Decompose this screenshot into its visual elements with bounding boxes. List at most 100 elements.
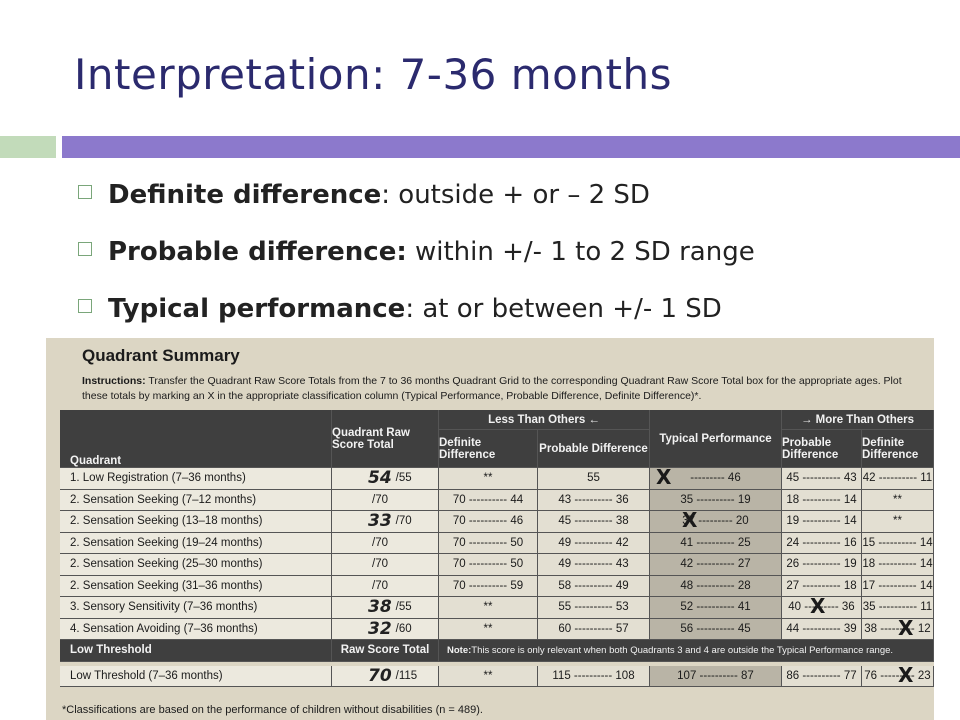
quadrant-row-range-5: 35 ---------- 11 xyxy=(862,597,934,619)
quadrant-row-raw-score: /70 xyxy=(332,532,439,554)
quadrant-row-range-4: 40 --------- 36 xyxy=(782,597,862,619)
quadrant-row-range-5: 17 ---------- 14 xyxy=(862,575,934,597)
quadrant-row-range-4: 19 ---------- 14 xyxy=(782,511,862,533)
bullet-item: Definite difference: outside + or – 2 SD xyxy=(78,180,650,210)
low-threshold-row-range-3: 107 ---------- 87 xyxy=(650,665,782,687)
low-threshold-row-raw-score: 70/115 xyxy=(332,665,439,687)
quadrant-row-range-1: ** xyxy=(439,618,538,640)
bullet-term: Typical performance xyxy=(108,294,406,324)
accent-bar-purple xyxy=(62,136,960,158)
score-maximum: /60 xyxy=(395,622,412,635)
quadrant-row-range-3: 41 ---------- 25 xyxy=(650,532,782,554)
quadrant-row-range-1: ** xyxy=(439,597,538,619)
handwritten-score: 33 xyxy=(368,511,392,532)
handwritten-x-mark: X xyxy=(898,615,914,640)
quadrant-row-range-2: 58 ---------- 49 xyxy=(538,575,650,597)
bullet-item: Typical performance: at or between +/- 1… xyxy=(78,294,722,324)
header-less-than-others: Less Than Others ← xyxy=(439,410,650,430)
header-probable-right: Probable Difference xyxy=(782,430,862,468)
quadrant-row-label: 2. Sensation Seeking (31–36 months) xyxy=(60,575,332,597)
quadrant-row-raw-score: /70 xyxy=(332,575,439,597)
instructions-text: Instructions: Transfer the Quadrant Raw … xyxy=(82,374,912,404)
note-label: Note: xyxy=(447,644,472,656)
quadrant-row-range-1: ** xyxy=(439,468,538,490)
quadrant-row-range-3: 35 ---------- 19 xyxy=(650,489,782,511)
quadrant-row-range-4: 44 ---------- 39 xyxy=(782,618,862,640)
quadrant-row-range-3: 37 --------- 20 xyxy=(650,511,782,533)
quadrant-row-range-1: 70 ---------- 46 xyxy=(439,511,538,533)
handwritten-x-mark: X xyxy=(898,662,914,687)
quadrant-row-range-3: --------- 46 xyxy=(650,468,782,490)
handwritten-score: 70 xyxy=(368,665,392,686)
quadrant-row-range-3: 48 ---------- 28 xyxy=(650,575,782,597)
low-threshold-row-range-1: ** xyxy=(439,665,538,687)
quadrant-row-raw-score: /70 xyxy=(332,554,439,576)
low-threshold-header: Low Threshold xyxy=(60,640,332,662)
quadrant-row-range-5: ** xyxy=(862,489,934,511)
quadrant-row-range-1: 70 ---------- 59 xyxy=(439,575,538,597)
handwritten-x-mark: X xyxy=(656,465,672,489)
quadrant-row-range-5: 42 ---------- 11 xyxy=(862,468,934,490)
slide-title: Interpretation: 7-36 months xyxy=(74,50,672,99)
table-footnote: *Classifications are based on the perfor… xyxy=(62,704,483,716)
quadrant-row-range-5: 18 ---------- 14 xyxy=(862,554,934,576)
header-typical: Typical Performance xyxy=(650,410,782,468)
bullet-square-icon xyxy=(78,185,92,199)
header-definite-right: Definite Difference xyxy=(862,430,934,468)
header-more-than-others: → More Than Others xyxy=(782,410,934,430)
quadrant-row-range-2: 55 ---------- 53 xyxy=(538,597,650,619)
header-probable-left: Probable Difference xyxy=(538,430,650,468)
quadrant-row-range-3: 42 ---------- 27 xyxy=(650,554,782,576)
score-maximum: /70 xyxy=(372,558,388,571)
quadrant-row-label: 2. Sensation Seeking (25–30 months) xyxy=(60,554,332,576)
quadrant-row-range-2: 49 ---------- 43 xyxy=(538,554,650,576)
handwritten-x-mark: X xyxy=(810,594,826,618)
quadrant-row-range-4: 24 ---------- 16 xyxy=(782,532,862,554)
quadrant-row-range-2: 45 ---------- 38 xyxy=(538,511,650,533)
bullet-item: Probable difference: within +/- 1 to 2 S… xyxy=(78,237,755,267)
quadrant-row-label: 2. Sensation Seeking (7–12 months) xyxy=(60,489,332,511)
quadrant-row-raw-score: /70 xyxy=(332,489,439,511)
quadrant-row-range-2: 60 ---------- 57 xyxy=(538,618,650,640)
bullet-square-icon xyxy=(78,299,92,313)
quadrant-row-label: 2. Sensation Seeking (19–24 months) xyxy=(60,532,332,554)
score-maximum: /70 xyxy=(372,493,388,506)
quadrant-row-range-1: 70 ---------- 44 xyxy=(439,489,538,511)
accent-bar-green xyxy=(0,136,56,158)
quadrant-row-raw-score: 33/70 xyxy=(332,511,439,533)
instructions-body: Transfer the Quadrant Raw Score Totals f… xyxy=(82,375,902,402)
quadrant-row-range-4: 45 ---------- 43 xyxy=(782,468,862,490)
header-quadrant: Quadrant xyxy=(60,410,332,468)
quadrant-row-label: 1. Low Registration (7–36 months) xyxy=(60,468,332,490)
bullet-term: Definite difference xyxy=(108,180,382,210)
quadrant-summary-title: Quadrant Summary xyxy=(82,346,240,365)
low-threshold-row-label: Low Threshold (7–36 months) xyxy=(60,665,332,687)
score-maximum: /70 xyxy=(372,579,388,592)
score-maximum: /115 xyxy=(395,669,418,682)
low-threshold-row-range-2: 115 ---------- 108 xyxy=(538,665,650,687)
quadrant-row-label: 2. Sensation Seeking (13–18 months) xyxy=(60,511,332,533)
bullet-text: : outside + or – 2 SD xyxy=(381,180,650,210)
quadrant-row-range-3: 56 ---------- 45 xyxy=(650,618,782,640)
quadrant-row-raw-score: 38/55 xyxy=(332,597,439,619)
note-text: This score is only relevant when both Qu… xyxy=(471,644,894,656)
bullet-term: Probable difference: xyxy=(108,237,407,267)
quadrant-row-raw-score: 54/55 xyxy=(332,468,439,490)
quadrant-row-raw-score: 32/60 xyxy=(332,618,439,640)
header-definite-left: Definite Difference xyxy=(439,430,538,468)
score-maximum: /70 xyxy=(372,536,388,549)
raw-score-total-header: Raw Score Total xyxy=(332,640,439,662)
bullet-text: : at or between +/- 1 SD xyxy=(405,294,722,324)
handwritten-score: 38 xyxy=(368,597,392,618)
quadrant-row-range-2: 49 ---------- 42 xyxy=(538,532,650,554)
quadrant-row-range-5: 15 ---------- 14 xyxy=(862,532,934,554)
quadrant-row-range-4: 27 ---------- 18 xyxy=(782,575,862,597)
score-maximum: /55 xyxy=(395,472,412,485)
quadrant-row-range-5: ** xyxy=(862,511,934,533)
quadrant-row-range-2: 55 xyxy=(538,468,650,490)
bullet-text: within +/- 1 to 2 SD range xyxy=(406,237,755,267)
quadrant-summary-photo: Quadrant Summary Instructions: Transfer … xyxy=(46,338,934,720)
handwritten-score: 32 xyxy=(368,618,392,639)
score-maximum: /55 xyxy=(395,601,412,614)
low-threshold-row-range-5: 76 --------- 23 xyxy=(862,665,934,687)
